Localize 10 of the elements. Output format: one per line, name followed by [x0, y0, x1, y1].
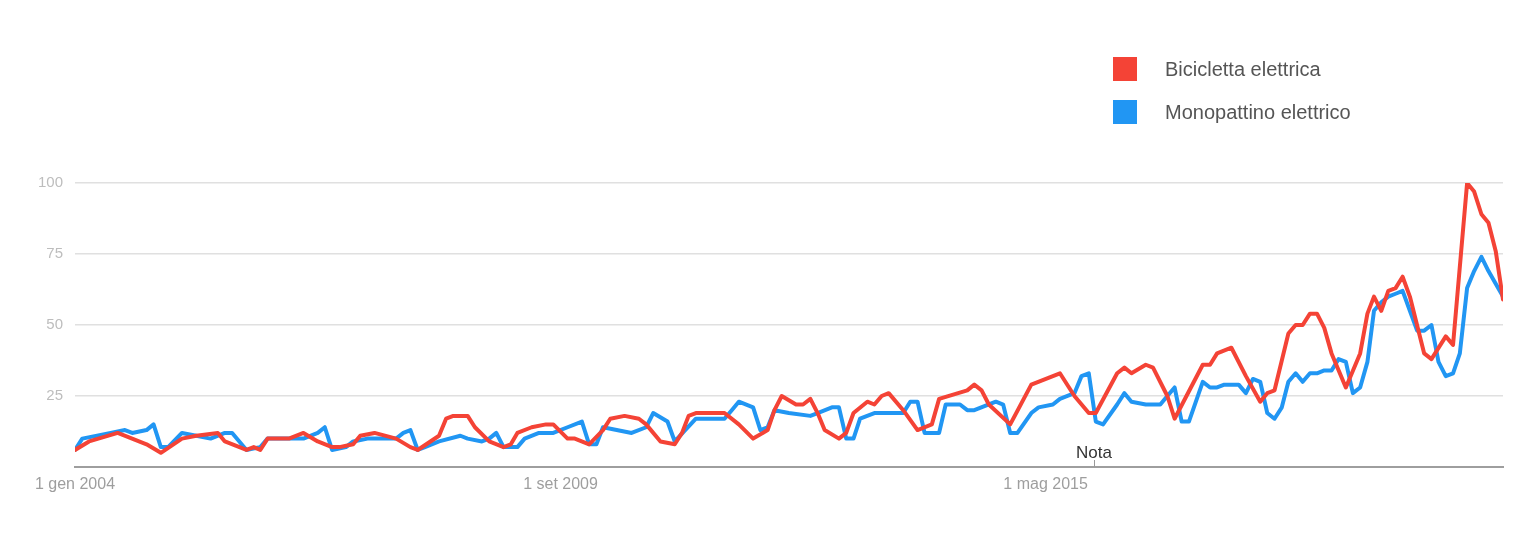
y-tick-label: 100 — [37, 173, 63, 191]
x-tick-label: 1 gen 2004 — [34, 475, 116, 493]
legend-label: Monopattino elettrico — [1165, 100, 1351, 124]
x-tick-label: 1 set 2009 — [523, 475, 598, 493]
annotation: Nota — [1076, 443, 1113, 462]
y-tick-label: 75 — [46, 244, 63, 262]
y-tick-label: 25 — [46, 386, 63, 404]
y-tick-label: 50 — [46, 315, 63, 333]
legend-label: Bicicletta elettrica — [1165, 57, 1321, 81]
x-tick-label: 1 mag 2015 — [1003, 475, 1088, 493]
